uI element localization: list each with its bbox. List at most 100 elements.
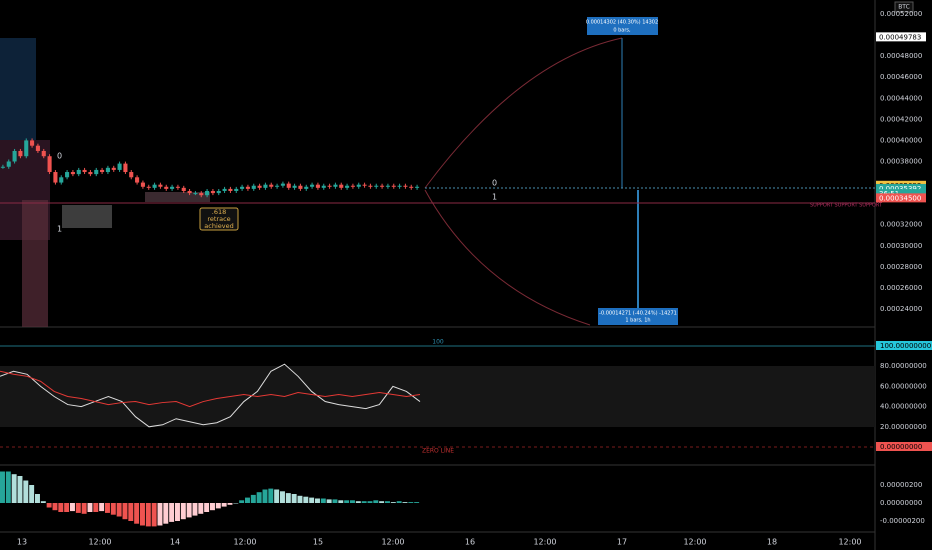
support-label: SUPPORT SUPPORT SUPPORT [810,203,883,209]
candle [158,184,163,187]
macd-bar [93,503,99,512]
grid [0,0,876,550]
macd-bar [134,503,140,524]
candle [146,186,151,188]
macd-bar [414,502,420,503]
macd-bar [64,503,70,512]
macd-bar [151,503,157,527]
candle [152,184,157,188]
candle [415,186,420,188]
macd-bar [402,502,408,503]
candle [234,188,239,191]
candle [240,186,245,189]
time-label: 17 [617,538,627,547]
candle [193,193,198,195]
measure-text: 1 bars, 1h [625,318,650,324]
macd-bar [145,503,151,527]
candle [333,184,338,187]
fib-label: 0 [57,152,62,161]
macd-bar [390,502,396,503]
candle [304,186,309,189]
macd-bar [46,503,52,508]
candle [0,166,5,168]
candle [199,193,204,196]
time-label: 18 [767,538,777,547]
macd-bar [87,503,93,512]
fib-label: 1 [57,225,62,234]
range-box [62,205,112,228]
time-label: 12:00 [533,538,556,547]
candle [123,163,128,173]
candle [409,186,414,188]
candle [117,163,122,170]
fib-label: 0 [492,179,497,188]
fib-label: 1 [492,193,497,202]
candle [59,177,64,183]
note-box [199,207,239,231]
candle [269,184,274,187]
candle [164,186,169,189]
candle [111,167,116,170]
price-tag [876,32,926,42]
macd-bar [23,480,29,503]
macd-bar [17,476,23,503]
macd-bar [250,494,256,503]
candle [263,184,268,188]
price-label: 0.00038000 [880,157,922,165]
time-label: 14 [170,538,180,547]
candle [140,182,145,187]
price-label: 0.00044000 [880,94,922,102]
macd-bar [192,503,198,516]
macd-bar [326,499,332,503]
candle [403,185,408,187]
candle [350,185,355,187]
projection-curve [424,37,623,189]
candle [41,150,46,157]
macd-bar [245,497,250,503]
time-label: 15 [313,538,323,547]
candle [228,188,233,191]
candle [216,190,221,194]
macd-bar [198,503,204,514]
candle [170,186,175,189]
macd-bar [58,503,64,512]
candle [76,169,81,175]
macd-bar [110,503,116,515]
note: .618 retrace achieved [204,208,234,230]
candle [257,185,262,188]
macd-bar [297,495,303,503]
candle [65,172,70,178]
macd-axis-label: 0.00000200 [880,481,922,489]
rsi-axis-label: 20.00000000 [880,423,927,431]
rsi-line [0,370,421,408]
price-label: 0.00032000 [880,221,922,229]
time-label: 12:00 [838,538,861,547]
macd-bar [221,503,227,507]
candle [205,190,210,196]
macd-bar [11,474,17,503]
macd-bar [180,503,186,520]
price-tag-text: 0.00034500 [879,194,921,202]
price-label: 0.00040000 [880,136,922,144]
price-tag-text: 0.00035392 [879,185,921,193]
time-label: 16 [465,538,475,547]
rsi-axis-label: 100.00000000 [880,342,931,350]
price-label: 0.00052000 [880,10,922,18]
candle [275,185,280,187]
macd-bar [344,500,350,503]
macd-bar [367,501,373,503]
tag [876,341,932,350]
price-label: 0.00046000 [880,73,922,81]
candle [245,186,250,189]
candle [210,190,215,194]
macd-bar [122,503,128,520]
candle [105,167,110,173]
rsi-axis-label: 80.00000000 [880,362,927,370]
candle [175,186,180,188]
rsi-band [0,366,875,427]
retrace-note: .618 retrace achieved [204,208,234,230]
candle [70,172,75,175]
candle [327,185,332,187]
